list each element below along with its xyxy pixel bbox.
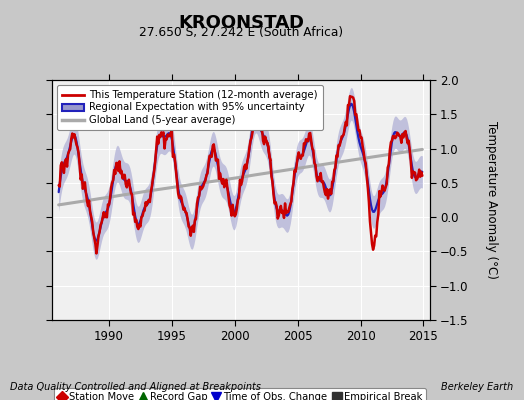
Text: KROONSTAD: KROONSTAD (178, 14, 304, 32)
Text: Berkeley Earth: Berkeley Earth (441, 382, 514, 392)
Y-axis label: Temperature Anomaly (°C): Temperature Anomaly (°C) (485, 121, 498, 279)
Text: Data Quality Controlled and Aligned at Breakpoints: Data Quality Controlled and Aligned at B… (10, 382, 261, 392)
Text: 27.650 S, 27.242 E (South Africa): 27.650 S, 27.242 E (South Africa) (139, 26, 343, 39)
Legend: Station Move, Record Gap, Time of Obs. Change, Empirical Break: Station Move, Record Gap, Time of Obs. C… (53, 388, 426, 400)
